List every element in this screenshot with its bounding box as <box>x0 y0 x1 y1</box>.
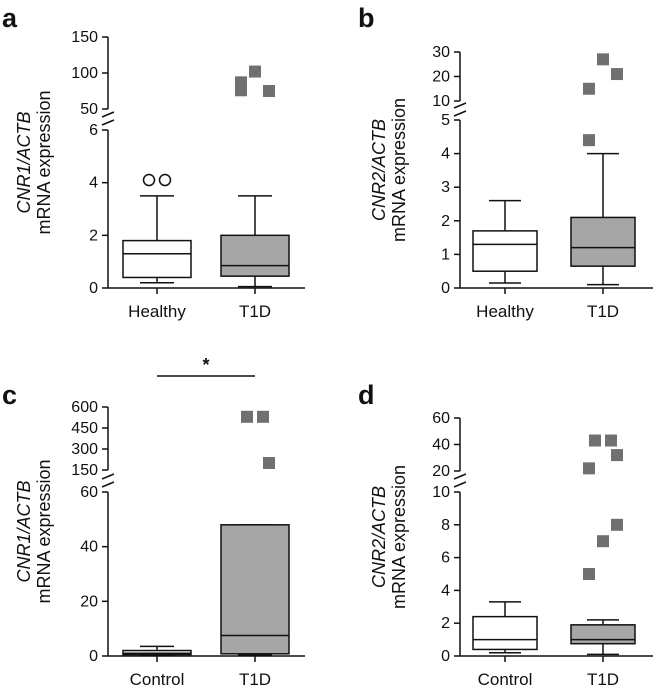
box-control <box>472 615 538 651</box>
axis-break-mark <box>453 102 467 109</box>
panel-c: c CNR1/ACTB mRNA expression 0 20 40 60 150 300 45… <box>2 355 305 688</box>
y-axis-label-gene: CNR1/ACTB <box>14 480 34 582</box>
y-tick-label: 8 <box>441 517 450 534</box>
panel-letter: c <box>2 380 17 410</box>
y-tick-label: 450 <box>71 420 98 437</box>
y-tick-label: 6 <box>89 122 98 139</box>
outlier-point <box>241 410 253 423</box>
y-tick-label: 100 <box>71 65 98 82</box>
x-category-label: Control <box>130 670 185 688</box>
box-healthy <box>472 230 538 272</box>
y-tick-label: 50 <box>80 101 98 118</box>
outlier-point <box>611 68 623 81</box>
y-axis-label-unit: mRNA expression <box>389 98 409 242</box>
x-category-label: T1D <box>587 302 619 321</box>
y-tick-label: 600 <box>71 399 98 416</box>
box-t1d <box>220 524 290 655</box>
axis-break-mark <box>101 119 115 126</box>
significance-star: * <box>202 355 209 375</box>
box-healthy <box>122 239 192 279</box>
outlier-point <box>583 134 595 147</box>
box-t1d <box>570 216 636 267</box>
y-tick-label: 150 <box>71 462 98 479</box>
x-category-label: Control <box>478 670 533 688</box>
x-category-label: T1D <box>587 670 619 688</box>
panel-letter: b <box>358 3 375 33</box>
outlier-point <box>263 457 275 469</box>
outlier-point <box>142 173 156 187</box>
axis-break-mark <box>453 481 467 488</box>
axis-break-mark <box>101 473 115 480</box>
outlier-point <box>589 434 601 447</box>
y-tick-label: 20 <box>80 593 98 610</box>
outlier-point <box>583 82 595 95</box>
y-tick-label: 40 <box>432 437 450 454</box>
outlier-point <box>249 65 261 78</box>
y-axis-label-unit: mRNA expression <box>389 465 409 609</box>
y-tick-label: 40 <box>80 539 98 556</box>
outlier-point <box>583 568 595 580</box>
box-t1d <box>220 234 290 277</box>
axis-break-mark <box>101 111 115 118</box>
panel-d: d CNR2/ACTB mRNA expression 0 2 4 6 8 10 20 40 60 Co… <box>358 380 653 688</box>
y-tick-label: 5 <box>441 112 450 129</box>
y-axis-label-unit: mRNA expression <box>34 90 54 234</box>
y-tick-label: 6 <box>441 550 450 567</box>
y-tick-label: 2 <box>441 213 450 230</box>
outlier-point <box>158 173 172 187</box>
outlier-point <box>611 449 623 462</box>
outlier-point <box>235 84 247 97</box>
y-axis-label-gene: CNR2/ACTB <box>369 486 389 588</box>
panel-letter: d <box>358 380 375 410</box>
x-category-label: Healthy <box>128 302 186 321</box>
outlier-point <box>257 410 269 423</box>
box-t1d <box>570 624 636 645</box>
y-tick-label: 2 <box>89 227 98 244</box>
y-tick-label: 0 <box>441 280 450 297</box>
axis-break-mark <box>453 110 467 117</box>
y-tick-label: 300 <box>71 441 98 458</box>
axis-break-mark <box>453 473 467 480</box>
y-tick-label: 20 <box>432 463 450 480</box>
axis-break-mark <box>101 481 115 488</box>
y-tick-label: 30 <box>432 44 450 61</box>
outlier-point <box>597 53 609 66</box>
y-axis-label-unit: mRNA expression <box>34 459 54 603</box>
y-tick-label: 3 <box>441 179 450 196</box>
y-tick-label: 0 <box>89 648 98 665</box>
panel-b: b CNR2/ACTB mRNA expression 0 1 2 3 4 5 10 20 30 Hea… <box>358 3 653 321</box>
y-tick-label: 60 <box>80 484 98 501</box>
y-tick-label: 1 <box>441 246 450 263</box>
y-tick-label: 4 <box>89 175 98 192</box>
y-tick-label: 0 <box>89 280 98 297</box>
y-tick-label: 60 <box>432 410 450 427</box>
y-axis-label-gene: CNR1/ACTB <box>14 111 34 213</box>
y-tick-label: 20 <box>432 69 450 86</box>
x-category-label: T1D <box>239 302 271 321</box>
y-tick-label: 10 <box>432 484 450 501</box>
y-tick-label: 150 <box>71 29 98 46</box>
outlier-point <box>263 85 275 97</box>
panel-a: a CNR1/ACTB mRNA expression 0 2 4 6 50 100 150 Hea… <box>2 3 305 321</box>
panel-letter: a <box>2 3 18 33</box>
y-tick-label: 0 <box>441 648 450 665</box>
x-category-label: Healthy <box>476 302 534 321</box>
y-tick-label: 4 <box>441 582 450 599</box>
y-tick-label: 2 <box>441 615 450 632</box>
outlier-point <box>583 462 595 475</box>
x-category-label: T1D <box>239 670 271 688</box>
y-tick-label: 4 <box>441 146 450 163</box>
outlier-point <box>597 535 609 548</box>
y-axis-label-gene: CNR2/ACTB <box>369 119 389 221</box>
outlier-point <box>611 518 623 531</box>
outlier-point <box>605 434 617 447</box>
y-tick-label: 10 <box>432 93 450 110</box>
